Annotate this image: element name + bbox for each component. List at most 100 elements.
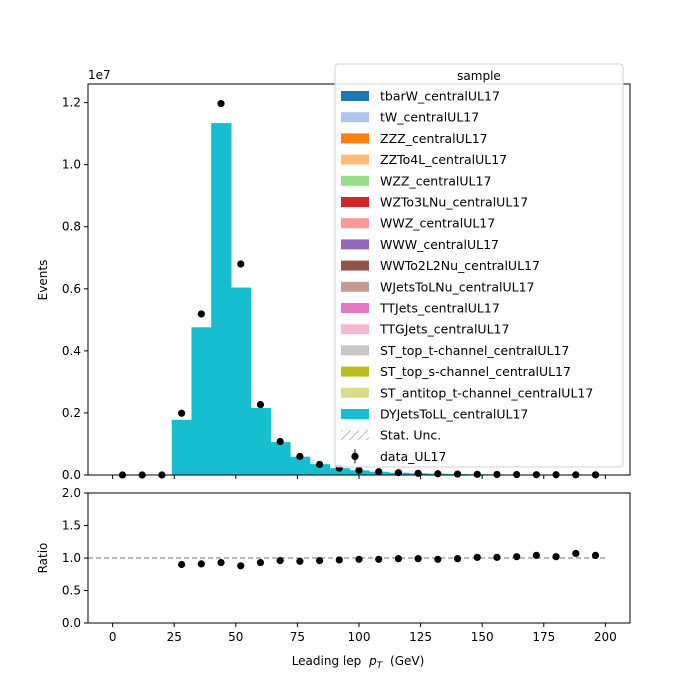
ratio-y-tick-label: 1.5 [62,519,81,533]
x-axis-label-text: Leading lep [292,654,362,668]
ratio-point [178,560,186,569]
legend-label: ST_top_t-channel_centralUL17 [380,343,569,358]
ratio-point [276,557,284,565]
legend-swatch [341,345,369,356]
y-axis-label: Events [36,260,50,301]
histogram-bar [250,407,271,475]
y-tick-label: 0.2 [62,406,81,420]
legend-label: ZZTo4L_centralUL17 [380,152,507,167]
ratio-point [394,555,403,563]
legend-label: tW_centralUL17 [380,110,479,125]
legend-hatch-swatch [341,430,369,441]
x-tick-label: 50 [228,630,243,644]
ratio-point [453,555,462,563]
y-tick-label: 0.4 [62,344,81,358]
ratio-panel: 0.0 0.5 1.0 1.5 2.0 0 25 50 75 100 125 150 175 200 [62,486,617,644]
legend-label: ST_top_s-channel_centralUL17 [380,364,571,379]
histogram-bar [191,327,212,475]
legend-label: WWZ_centralUL17 [380,216,495,231]
data-point [296,452,304,460]
ratio-point [355,555,363,563]
y-tick-label: 0.0 [62,468,81,482]
x-tick-label: 175 [532,630,555,644]
y-tick-label: 0.6 [62,282,81,296]
ratio-point [591,551,600,560]
histogram-bar [230,287,252,475]
legend-swatch [341,281,369,292]
data-point [394,469,403,477]
legend-swatch [341,175,369,186]
x-tick-label: 150 [471,630,494,644]
data-point [237,260,245,268]
x-axis-label-unit: (GeV) [390,654,424,668]
ratio-y-tick-label: 0.0 [62,616,81,630]
legend-label: Stat. Unc. [380,428,441,443]
data-point [355,466,363,474]
legend-label: WWW_centralUL17 [380,237,499,252]
ratio-point [237,562,245,570]
legend-swatch [341,91,369,101]
legend-label: TTJets_centralUL17 [379,301,500,316]
legend-data-marker [351,452,359,460]
data-point [453,470,462,478]
x-tick-label: 25 [167,630,182,644]
legend-swatch [341,197,369,207]
legend-swatch [341,324,369,335]
histogram-bar [211,123,232,475]
data-point [493,470,501,479]
x-axis-label-symbol: p [368,654,377,668]
legend-swatch [341,239,369,250]
x-axis-label: Leading lep pT (GeV) [292,654,425,671]
ratio-point [473,553,481,561]
legend-label: WZTo3LNu_centralUL17 [380,195,528,210]
data-point [375,468,383,476]
data-point [315,460,324,469]
legend-swatch [341,409,369,419]
ratio-point [552,553,560,561]
data-point [217,99,225,108]
ratio-point [493,553,501,561]
data-point [473,470,481,478]
histogram-bar [290,456,311,475]
ratio-point [256,558,265,567]
y-tick-label: 1.0 [62,158,81,172]
ratio-point [375,555,383,563]
legend-entries: tbarW_centralUL17 tW_centralUL17 ZZZ_centr… [341,89,593,464]
ratio-point [197,560,205,568]
histogram-bar [309,464,331,475]
legend-label: DYJetsToLL_centralUL17 [380,407,528,422]
x-tick-label: 0 [109,630,117,644]
ratio-point [532,551,540,560]
ratio-point [315,557,324,565]
legend-swatch [341,133,369,144]
x-tick-label: 100 [348,630,371,644]
ratio-point [414,555,422,563]
ratio-axis-label: Ratio [36,543,50,574]
legend-label: WZZ_centralUL17 [380,173,491,188]
data-point [197,310,205,318]
data-point [276,437,284,446]
y-offset-text: 1e7 [88,68,111,82]
ratio-y-tick-label: 0.5 [62,584,81,598]
data-point [256,400,265,409]
x-axis-label-subscript: T [377,661,384,671]
ratio-point [572,549,580,558]
legend-swatch [341,154,369,165]
ratio-point [296,557,304,565]
legend-swatch [341,303,369,313]
legend-title: sample [457,69,501,83]
main-histogram-panel: 0.0 0.2 0.4 0.6 0.8 1.0 1.2 [62,96,606,482]
y-tick-label: 1.2 [62,96,81,110]
legend-label: TTGJets_centralUL17 [379,322,509,337]
y-tick-label: 0.8 [62,220,81,234]
ratio-point [513,553,521,561]
data-point [178,409,186,417]
legend-label: tbarW_centralUL17 [380,89,500,104]
legend-swatch [341,366,369,377]
legend-label: data_UL17 [380,449,446,464]
legend-box [334,63,624,468]
histogram-bar [270,442,291,475]
legend-swatch [341,218,369,229]
x-tick-label: 125 [409,630,432,644]
